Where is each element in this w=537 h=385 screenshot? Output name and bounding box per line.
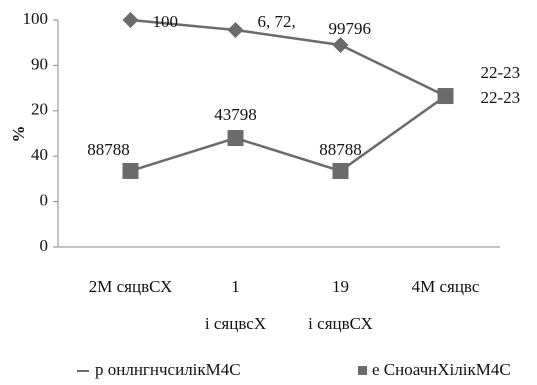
y-axis-label: % [9, 126, 28, 143]
legend-symbol [358, 366, 367, 375]
data-label: 88788 [319, 140, 362, 159]
marker [227, 21, 244, 38]
data-label: 43798 [214, 105, 257, 124]
series-line [130, 18, 447, 98]
data-label: 6, 72, [258, 12, 296, 31]
data-label: 22-23 [481, 88, 521, 107]
data-label: 22-23 [481, 63, 521, 82]
x-tick-label: 19 [332, 277, 349, 296]
y-tick-label: 90 [31, 54, 48, 73]
x-tick-label: 1 [231, 277, 240, 296]
legend-label: р онлнгнчсилікМ4С [95, 360, 241, 379]
series-line [130, 95, 447, 173]
y-tick-label: 0 [40, 191, 49, 210]
y-tick-label: 0 [40, 236, 49, 255]
data-label: 99796 [329, 19, 372, 38]
data-label: 100 [153, 12, 179, 31]
y-tick-label: 100 [23, 9, 49, 28]
x-tick-label: і сяцвСХ [308, 314, 373, 333]
marker [227, 130, 244, 147]
y-tick-label: 20 [31, 100, 48, 119]
data-label: 88788 [87, 140, 130, 159]
legend-label: е СноачнХілікМ4С [372, 360, 511, 379]
y-tick-label: 40 [31, 145, 48, 164]
x-tick-label: 4M сяцвс [412, 277, 480, 296]
marker [332, 162, 349, 179]
x-tick-label: і сяцвсХ [205, 314, 266, 333]
x-tick-label: 2M сяцвСХ [89, 277, 173, 296]
marker [122, 162, 139, 179]
marker [122, 12, 139, 28]
marker [437, 88, 454, 105]
marker [332, 36, 349, 53]
